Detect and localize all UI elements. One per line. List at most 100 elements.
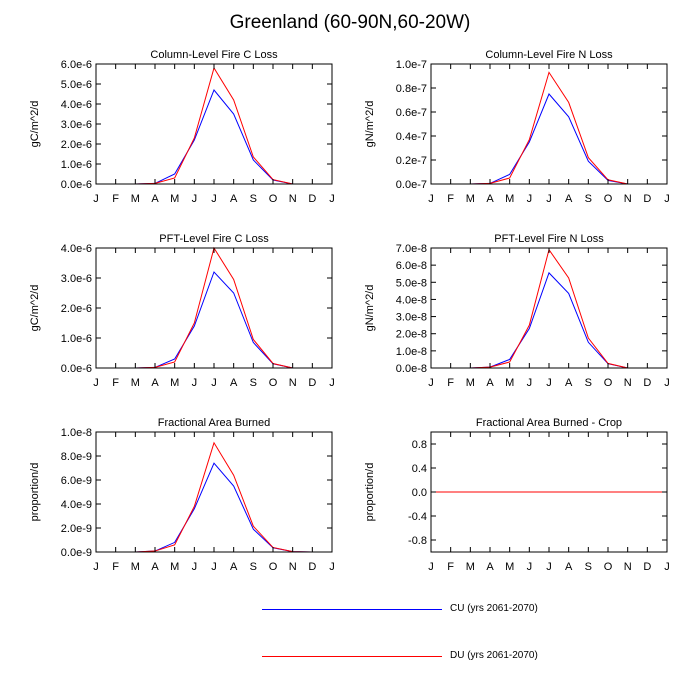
x-tick-label: J [329,377,335,389]
chart-panel-5: J F M A M J J A S O N D J0.0e-92.0e-94.0e-96.0e-98.0… [29,417,335,573]
x-tick-label: A [486,561,494,573]
x-tick-label: A [230,561,238,573]
x-tick-label: A [151,377,159,389]
y-tick-label: 0.4e-7 [396,131,427,143]
y-tick-label: 1.0e-8 [61,427,92,439]
x-tick-label: M [505,561,514,573]
x-tick-label: O [269,377,278,389]
chart-title: PFT-Level Fire N Loss [494,233,604,245]
y-tick-label: 8.0e-9 [61,451,92,463]
x-tick-label: D [643,377,651,389]
x-tick-label: J [192,377,198,389]
x-tick-label: J [192,561,198,573]
y-tick-label: 0.0e-7 [396,179,427,191]
x-tick-label: F [447,377,454,389]
x-tick-label: J [664,561,670,573]
legend-label-cu: CU (yrs 2061-2070) [450,603,538,614]
y-axis-label: gC/m^2/d [29,101,41,148]
y-tick-label: 0.0 [412,487,427,499]
x-tick-label: J [192,193,198,205]
series-line-cu [431,271,667,369]
x-tick-label: O [604,377,613,389]
x-tick-label: J [527,561,533,573]
x-tick-label: M [505,377,514,389]
x-tick-label: O [269,561,278,573]
y-tick-label: 6.0e-6 [61,59,92,71]
y-tick-label: 0.6e-7 [396,107,427,119]
y-tick-label: -0.4 [408,511,427,523]
series-line-cu [96,271,332,369]
y-tick-label: 0.0e-6 [61,363,92,375]
x-tick-label: S [585,561,592,573]
y-tick-label: 4.0e-6 [61,99,92,111]
y-tick-label: 0.0e-6 [61,179,92,191]
x-tick-label: A [230,193,238,205]
y-tick-label: 3.0e-8 [396,312,427,324]
x-tick-label: F [112,377,119,389]
series-line-du [96,441,332,553]
x-tick-label: A [486,377,494,389]
y-tick-label: 4.0e-9 [61,499,92,511]
x-tick-label: F [447,193,454,205]
x-tick-label: J [329,561,335,573]
x-tick-label: D [643,193,651,205]
y-tick-label: 2.0e-8 [396,329,427,341]
y-axis-label: gN/m^2/d [364,101,376,148]
x-tick-label: O [604,561,613,573]
legend-swatch-cu [262,609,442,610]
x-tick-label: N [624,193,632,205]
y-axis-label: proportion/d [364,463,376,522]
series-line-du [431,248,667,369]
y-axis-label: proportion/d [29,463,41,522]
x-tick-label: D [643,561,651,573]
x-tick-label: M [505,193,514,205]
x-tick-label: M [170,377,179,389]
x-tick-label: N [289,193,297,205]
chart-panel-6: J F M A M J J A S O N D J-0.8-0.40.00.40.8Fractional… [364,417,670,573]
figure-title: Greenland (60-90N,60-20W) [229,12,471,33]
x-tick-label: J [211,377,217,389]
x-tick-label: J [546,561,552,573]
x-tick-label: S [250,377,257,389]
x-tick-label: A [565,193,573,205]
y-tick-label: 3.0e-6 [61,273,92,285]
x-tick-label: M [466,377,475,389]
x-tick-label: M [170,193,179,205]
legend-swatch-du [262,656,442,657]
series-line-cu [96,89,332,185]
x-tick-label: J [664,377,670,389]
x-tick-label: S [585,193,592,205]
x-tick-label: A [565,561,573,573]
plot-frame [430,247,668,369]
x-tick-label: M [466,193,475,205]
series-line-du [431,71,667,185]
x-tick-label: J [664,193,670,205]
x-tick-label: J [211,193,217,205]
x-tick-label: J [428,377,434,389]
chart-title: Column-Level Fire N Loss [485,49,613,61]
x-tick-label: M [131,377,140,389]
y-tick-label: 0.8 [412,439,427,451]
y-tick-label: 4.0e-6 [61,243,92,255]
chart-panel-4: J F M A M J J A S O N D J0.0e-81.0e-82.0e-83.0e-84.0… [364,233,670,389]
plot-frame [95,247,333,369]
y-tick-label: 2.0e-6 [61,303,92,315]
series-line-cu [96,462,332,553]
y-tick-label: 0.2e-7 [396,155,427,167]
x-tick-label: S [585,377,592,389]
y-tick-label: 1.0e-6 [61,333,92,345]
chart-title: Column-Level Fire C Loss [150,49,278,61]
chart-panel-3: J F M A M J J A S O N D J0.0e-61.0e-62.0e-63.0e-64.0… [29,233,335,389]
y-tick-label: 6.0e-8 [396,260,427,272]
x-tick-label: J [211,561,217,573]
x-tick-label: A [151,561,159,573]
y-tick-label: 0.0e-9 [61,547,92,559]
x-tick-label: J [546,377,552,389]
plot-frame [95,431,333,553]
x-tick-label: M [466,561,475,573]
x-tick-label: N [624,561,632,573]
x-tick-label: A [565,377,573,389]
chart-title: Fractional Area Burned [158,417,271,429]
x-tick-label: J [428,193,434,205]
